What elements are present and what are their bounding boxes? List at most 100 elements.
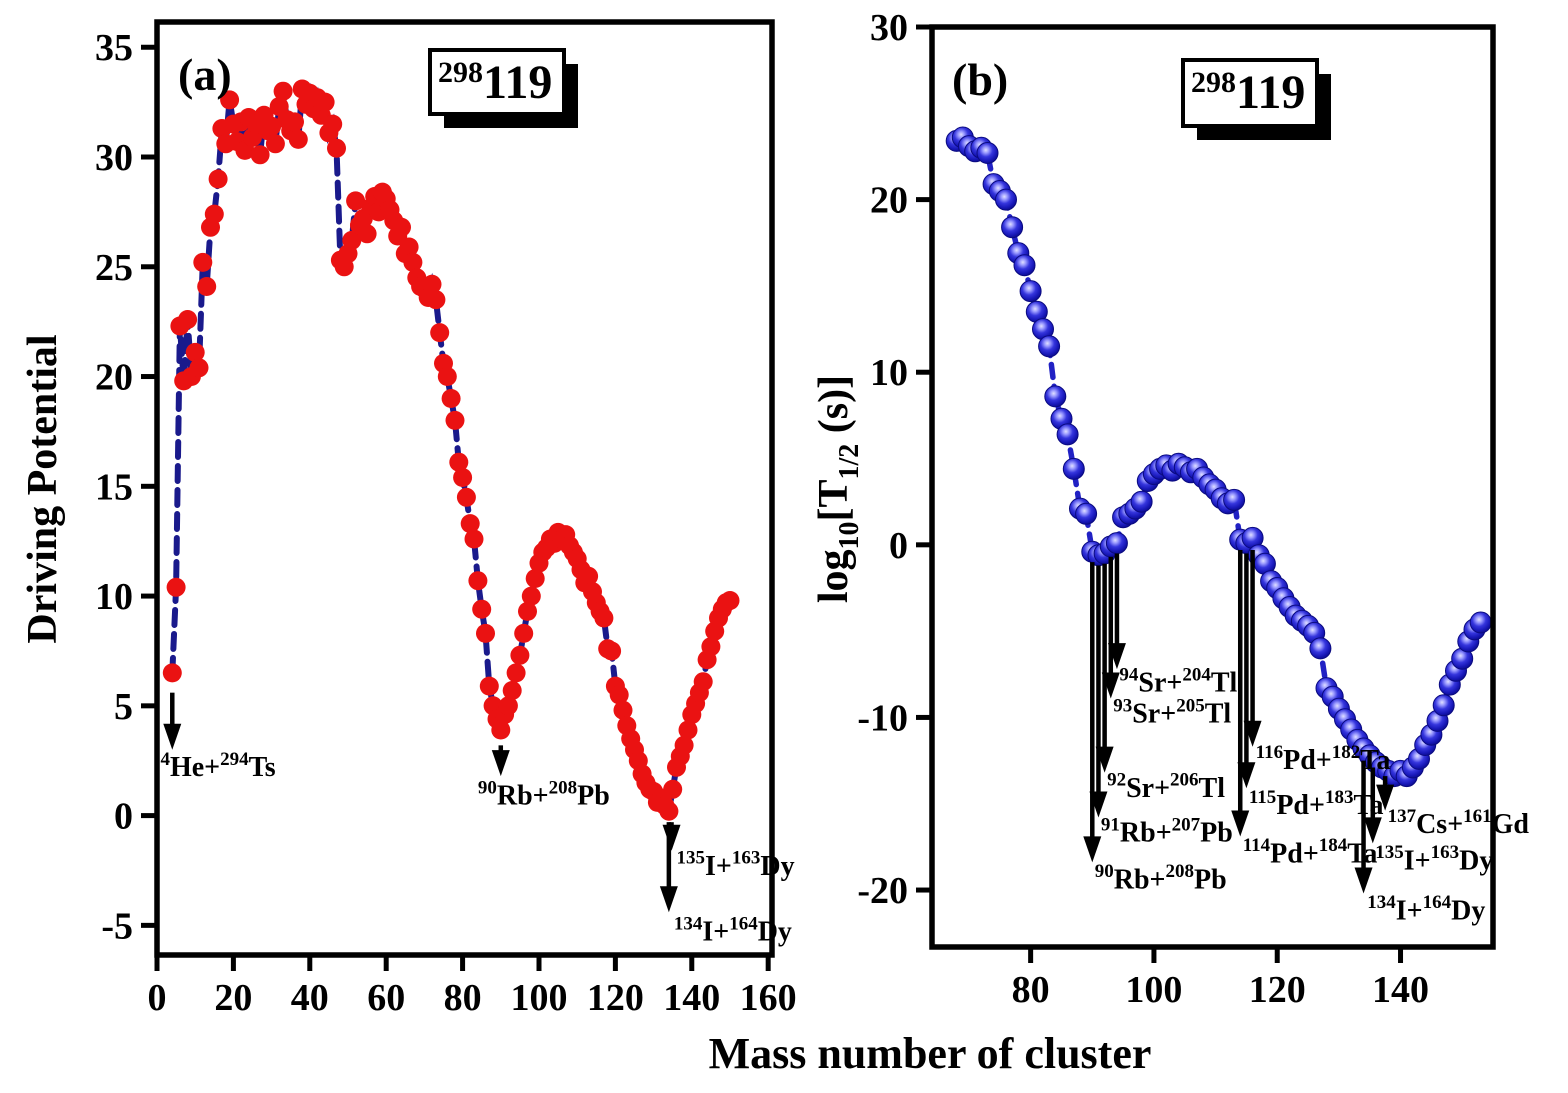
- data-point: [346, 191, 366, 211]
- annotation-label: 115Pd+183Ta: [1249, 787, 1384, 821]
- x-tick-label: 100: [510, 977, 567, 1019]
- annotation-label: 91Rb+207Pb: [1101, 815, 1233, 849]
- data-point: [189, 358, 209, 378]
- data-point: [399, 237, 419, 257]
- data-point: [1013, 254, 1036, 277]
- data-point: [514, 623, 534, 643]
- x-tick-label: 160: [740, 977, 797, 1019]
- data-point: [426, 290, 446, 310]
- annotation: 4He+294Ts: [160, 692, 276, 783]
- data-point: [1038, 335, 1061, 358]
- annotation-label: 135I+163Dy: [1375, 842, 1493, 876]
- annotation: 90Rb+208Pb: [1083, 562, 1227, 895]
- data-point: [441, 389, 461, 408]
- y-tick-label: 35: [95, 27, 133, 69]
- data-point: [250, 145, 270, 165]
- y-tick-label: 30: [95, 137, 133, 179]
- annotation: 91Rb+207Pb: [1089, 565, 1233, 849]
- data-point: [453, 468, 473, 487]
- data-point: [659, 801, 679, 821]
- data-point: [579, 566, 599, 586]
- data-point: [510, 645, 530, 665]
- arrow-head: [1363, 817, 1382, 844]
- series-markers: [162, 79, 740, 821]
- data-point: [456, 487, 476, 507]
- annotation-label: 134I+164Dy: [1367, 892, 1485, 926]
- y-tick-label: 20: [95, 357, 133, 399]
- panel-a: 4He+294Ts 90Rb+208Pb 135I+163Dy 134I+164Dy 0…: [20, 19, 797, 1019]
- x-tick-label: 140: [663, 977, 720, 1019]
- data-point: [1223, 488, 1246, 511]
- y-tick-label: 15: [95, 466, 133, 508]
- x-tick-label: 100: [1125, 969, 1182, 1011]
- plot-frame: [929, 24, 1496, 950]
- data-point: [1062, 457, 1085, 480]
- data-point: [449, 452, 469, 472]
- data-point: [1309, 637, 1332, 660]
- annotation: 135I+163Dy: [662, 822, 795, 882]
- annotation-label: 92Sr+206Tl: [1107, 770, 1225, 804]
- y-tick-label: -5: [101, 905, 133, 947]
- annotation-label: 135I+163Dy: [677, 848, 795, 882]
- arrow-head: [1231, 810, 1250, 837]
- annotation: 135I+163Dy: [1363, 767, 1493, 876]
- y-axis-title: Driving Potential: [20, 334, 66, 643]
- panel-label: (b): [952, 54, 1008, 105]
- arrow-head: [1354, 867, 1373, 894]
- data-point: [422, 274, 442, 294]
- annotation-label: 134I+164Dy: [674, 914, 792, 948]
- data-point: [594, 608, 614, 628]
- annotation-label: 4He+294Ts: [160, 749, 275, 783]
- x-tick-label: 80: [1012, 969, 1050, 1011]
- nucleus-title: 298119: [438, 56, 552, 109]
- x-tick-label: 120: [1249, 969, 1306, 1011]
- x-tick-label: 40: [291, 977, 329, 1019]
- annotation: 115Pd+183Ta: [1237, 553, 1384, 821]
- x-tick-label: 80: [444, 977, 482, 1019]
- data-point: [498, 696, 518, 716]
- annotation-label: 93Sr+205Tl: [1113, 695, 1231, 729]
- annotation: 116Pd+182Ta: [1243, 550, 1391, 776]
- data-point: [464, 529, 484, 549]
- annotation-label: 114Pd+184Ta: [1243, 835, 1378, 869]
- x-tick-label: 60: [367, 977, 405, 1019]
- title-box: [428, 48, 566, 116]
- data-point: [1432, 694, 1455, 717]
- data-point: [1075, 502, 1098, 525]
- data-point: [720, 591, 740, 610]
- data-point: [1105, 532, 1128, 555]
- data-point: [162, 663, 182, 683]
- data-point: [472, 599, 492, 619]
- x-tick-label: 20: [214, 977, 252, 1019]
- data-point: [392, 217, 411, 237]
- arrow-head: [1107, 643, 1126, 670]
- series-line: [169, 82, 733, 819]
- data-point: [285, 112, 304, 132]
- data-point: [518, 601, 537, 621]
- annotation-label: 116Pd+182Ta: [1256, 742, 1391, 776]
- data-point: [701, 637, 721, 657]
- annotation: 90Rb+208Pb: [478, 745, 610, 812]
- data-point: [613, 700, 633, 720]
- nucleus-title: 298119: [1191, 66, 1305, 119]
- data-point: [663, 779, 683, 799]
- data-point: [468, 571, 488, 591]
- annotation-label: 137Cs+161Gd: [1388, 806, 1530, 840]
- y-tick-label: 20: [870, 180, 908, 222]
- data-point: [166, 577, 186, 597]
- y-tick-label: 0: [114, 796, 133, 838]
- arrow-head: [659, 886, 678, 913]
- data-point: [479, 676, 499, 696]
- y-tick-label: 10: [870, 352, 908, 394]
- data-point: [1469, 611, 1492, 634]
- data-point: [1056, 423, 1079, 446]
- data-point: [491, 720, 511, 740]
- series-markers: [945, 126, 1492, 788]
- data-point: [273, 81, 293, 101]
- data-point: [315, 92, 335, 112]
- data-point: [693, 672, 713, 692]
- data-point: [178, 310, 198, 329]
- data-point: [460, 514, 480, 534]
- data-point: [262, 116, 282, 136]
